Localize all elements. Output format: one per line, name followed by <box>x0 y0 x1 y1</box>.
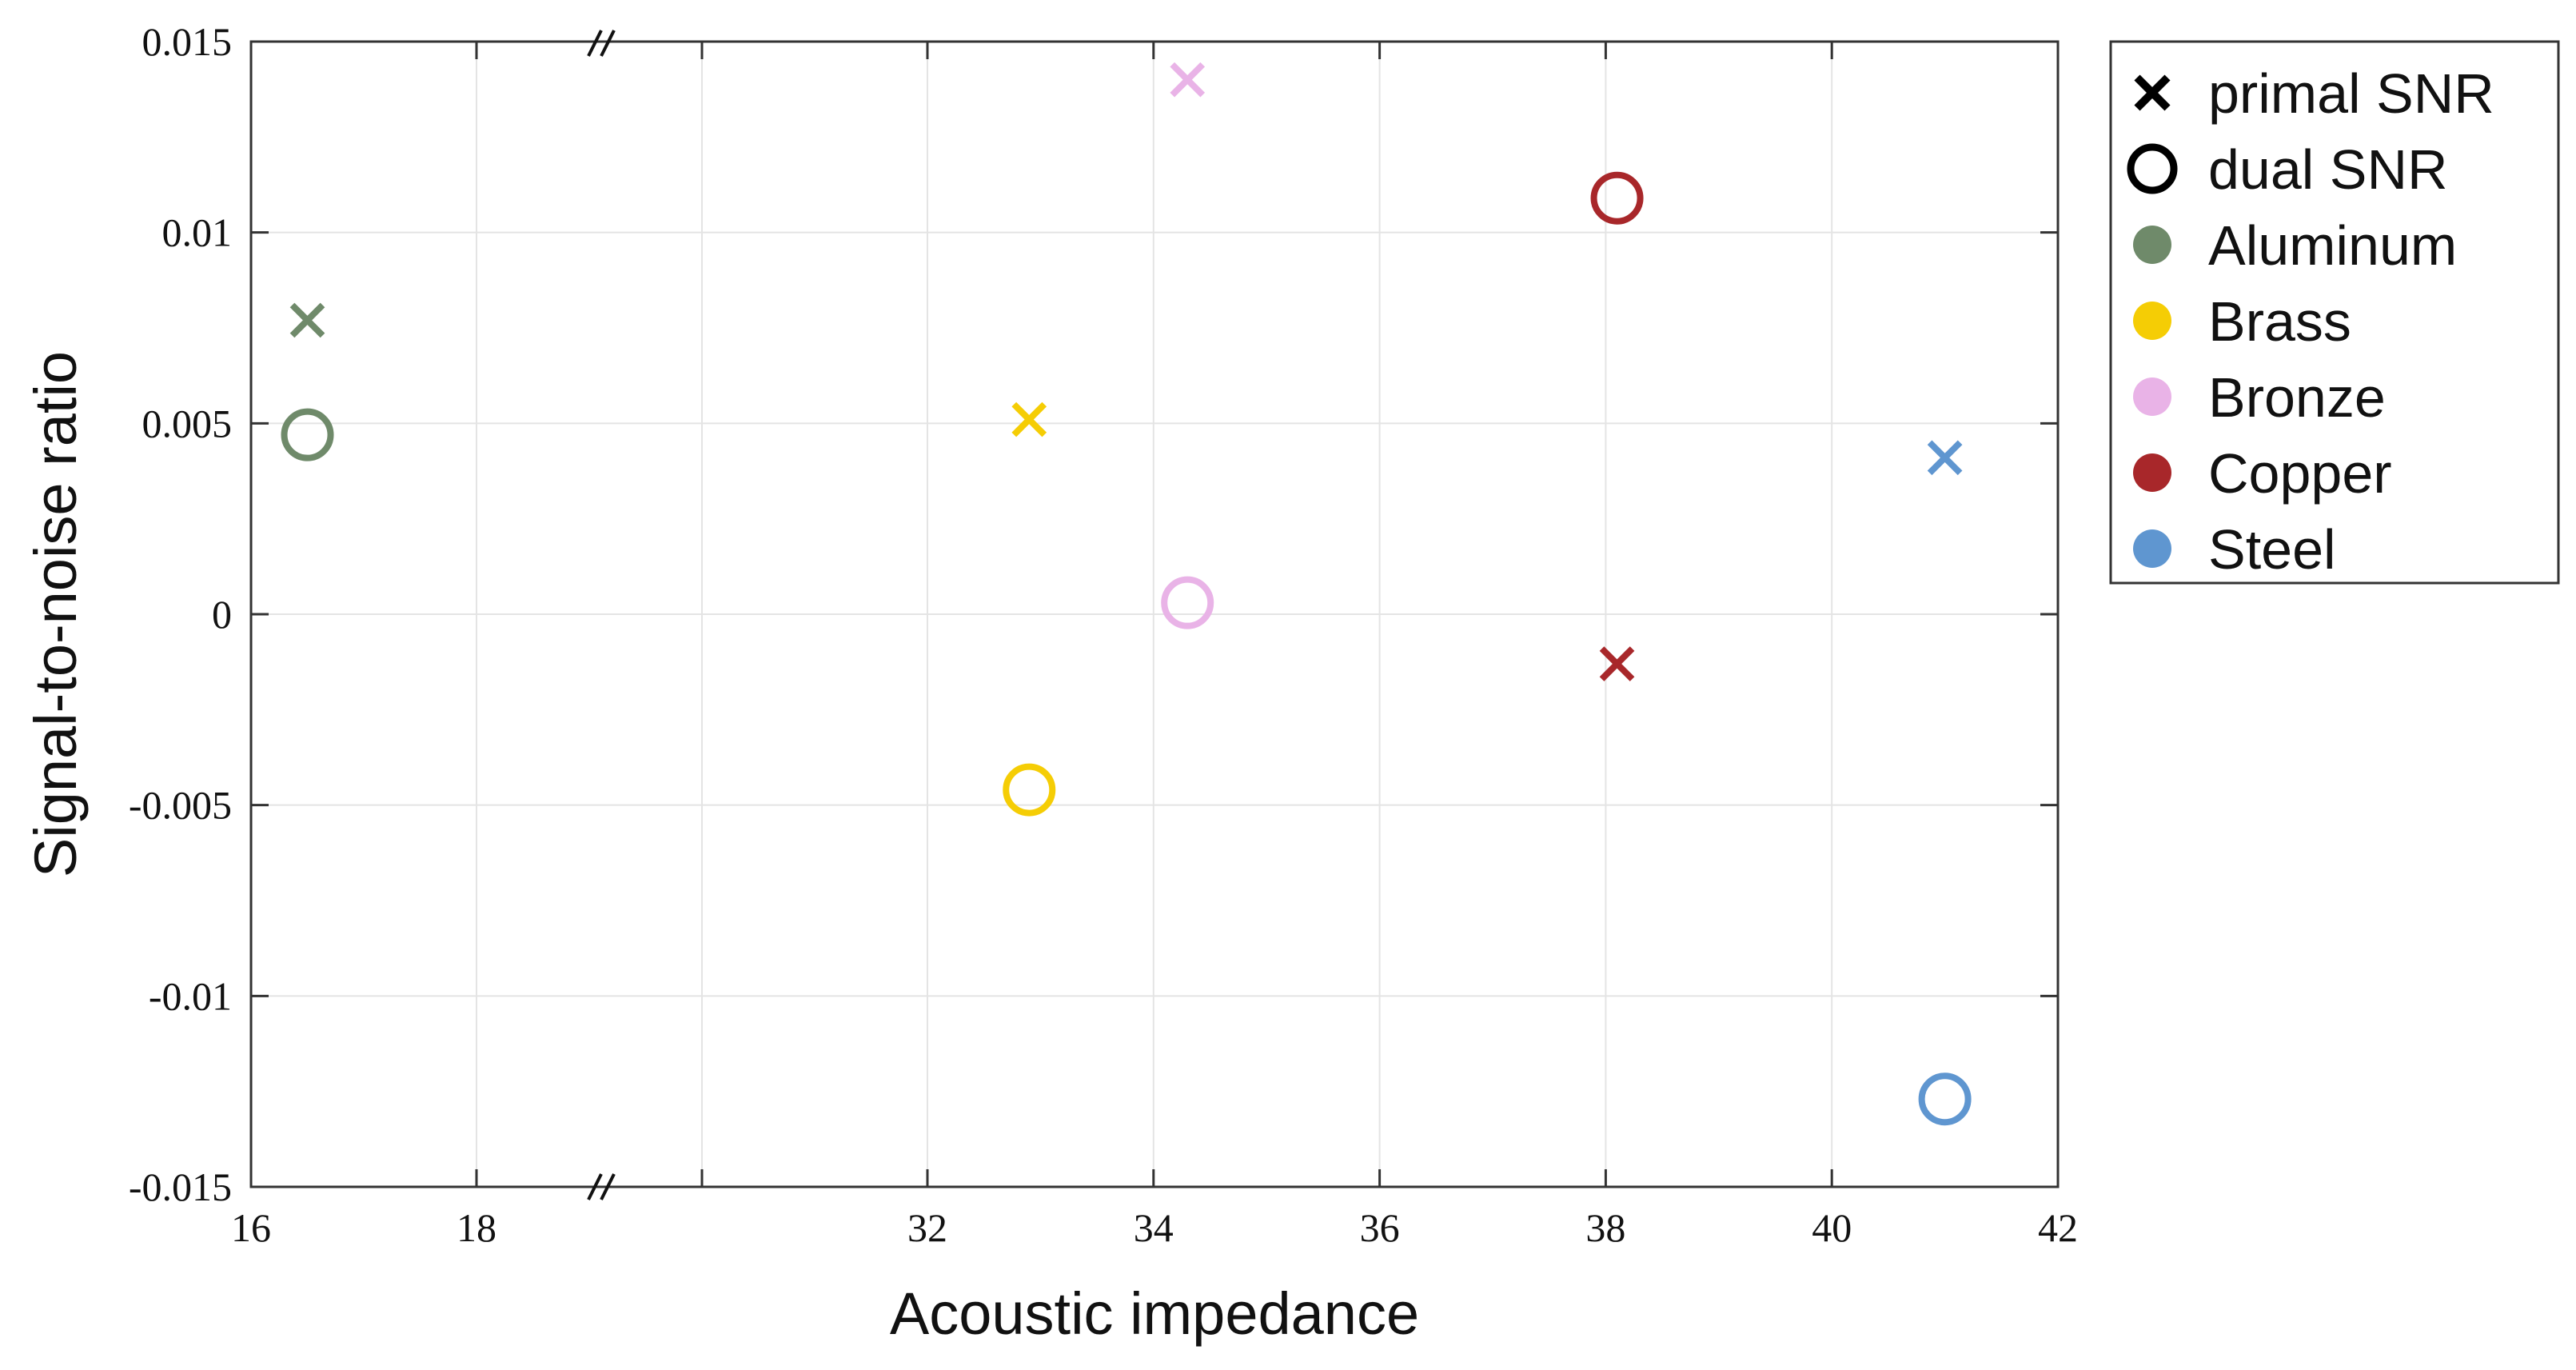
x-axis-label: Acoustic impedance <box>890 1280 1419 1347</box>
legend-label: Bronze <box>2208 366 2386 429</box>
legend-swatch-bronze <box>2133 377 2171 416</box>
point-dual-steel <box>1918 1072 1972 1126</box>
x-tick-label: 36 <box>1360 1205 1400 1250</box>
point-dual-bronze <box>1161 576 1214 629</box>
legend-swatch-copper <box>2133 453 2171 492</box>
point-primal-copper <box>1599 646 1635 681</box>
point-dual-copper <box>1590 171 1644 225</box>
legend-label: dual SNR <box>2208 138 2448 201</box>
axis-ticks <box>249 40 2060 1188</box>
legend: primal SNR dual SNR Aluminum Brass Bronze Cop… <box>2109 40 2560 585</box>
legend-label: Copper <box>2208 442 2392 505</box>
x-tick-label: 40 <box>1812 1205 1852 1250</box>
legend-items: primal SNR dual SNR Aluminum Brass Bronze Cop… <box>2127 62 2494 581</box>
legend-box <box>2109 40 2560 585</box>
point-dual-brass <box>1003 763 1056 817</box>
point-primal-aluminum <box>289 302 325 338</box>
y-tick-label: -0.015 <box>129 1164 232 1209</box>
data-points <box>281 62 1972 1126</box>
legend-label: Aluminum <box>2208 214 2457 277</box>
legend-primal-marker-icon <box>2134 74 2171 111</box>
y-tick-label: -0.01 <box>149 973 232 1018</box>
legend-swatch-aluminum <box>2133 226 2171 264</box>
legend-swatch-brass <box>2133 302 2171 340</box>
x-tick-label: 16 <box>231 1205 271 1250</box>
point-dual-aluminum <box>281 408 334 461</box>
legend-dual-marker-icon <box>2127 143 2178 194</box>
y-tick-label: 0.005 <box>142 401 233 445</box>
x-tick-label: 38 <box>1585 1205 1625 1250</box>
y-tick-label: 0.015 <box>142 19 233 64</box>
point-primal-brass <box>1011 401 1047 437</box>
legend-label: Brass <box>2208 290 2351 353</box>
y-tick-label: 0.01 <box>162 210 233 255</box>
legend-swatch-steel <box>2133 529 2171 568</box>
axis-break-bottom <box>587 1173 616 1200</box>
axis-break-top <box>587 30 616 57</box>
legend-label: Steel <box>2208 518 2336 581</box>
x-tick-label: 34 <box>1134 1205 1174 1250</box>
y-axis-label: Signal-to-noise ratio <box>22 351 89 877</box>
x-tick-label: 18 <box>457 1205 496 1250</box>
y-tick-labels: -0.015 -0.01 -0.005 0 0.005 0.01 0.015 <box>129 19 232 1209</box>
point-primal-bronze <box>1170 62 1206 98</box>
x-tick-labels: 16 18 32 34 36 38 40 42 <box>231 1205 2078 1250</box>
y-tick-label: 0 <box>212 592 232 637</box>
y-tick-label: -0.005 <box>129 783 232 828</box>
x-tick-label: 42 <box>2038 1205 2078 1250</box>
point-primal-steel <box>1927 440 1963 476</box>
x-tick-label: 32 <box>907 1205 947 1250</box>
legend-label: primal SNR <box>2208 62 2494 125</box>
